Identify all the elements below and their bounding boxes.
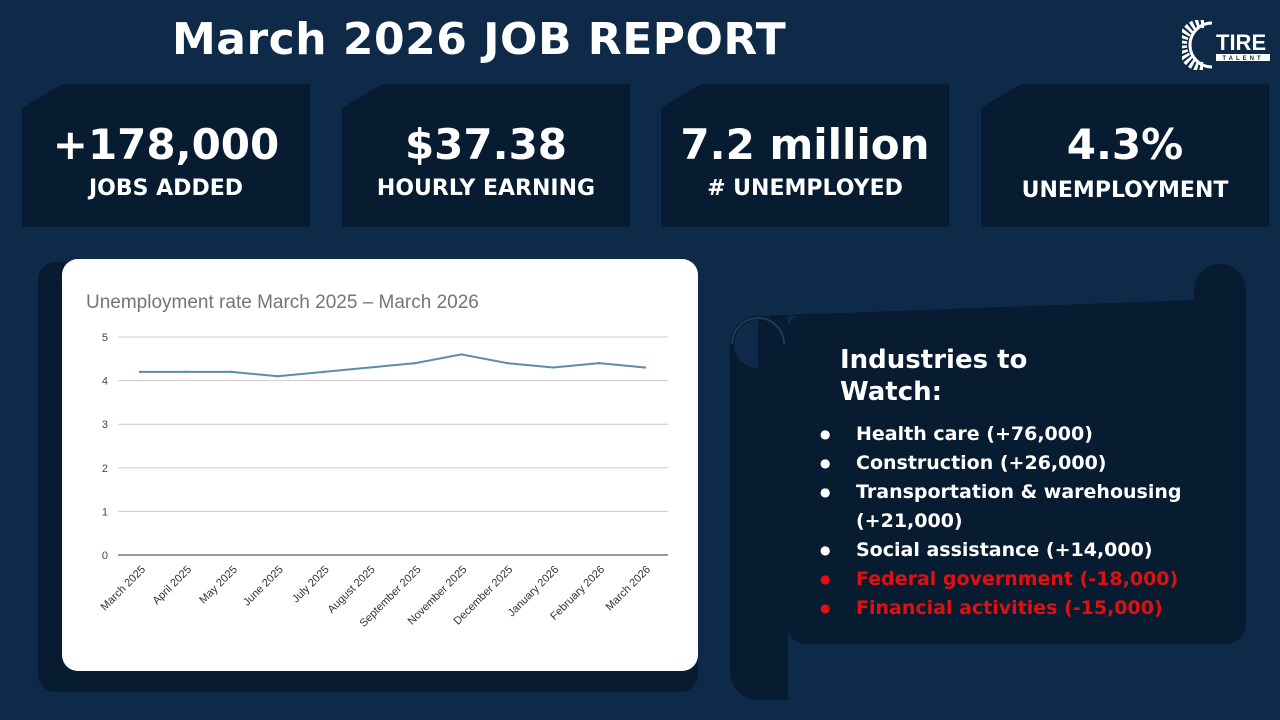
industry-item-negative: Federal government (-18,000) [816,565,1216,594]
y-tick-label: 5 [102,332,108,344]
industry-item: Health care (+76,000) [816,420,1216,449]
data-point [138,370,142,374]
data-point [506,361,509,365]
x-tick-label: March 2025 [99,564,149,614]
data-point [276,375,279,378]
y-tick-label: 3 [102,419,108,431]
stat-label: UNEMPLOYMENT [1021,178,1229,203]
industries-list: Health care (+76,000) Construction (+26,… [816,420,1216,623]
stat-value: $37.38 [404,120,568,169]
data-point [368,366,371,369]
chart-card [62,259,698,671]
y-tick-label: 2 [102,463,108,475]
stat-card-jobs-added: +178,000 JOBS ADDED [22,84,310,227]
x-tick-label: May 2025 [197,564,240,607]
page-title: March 2026 JOB REPORT [172,14,787,65]
y-tick-label: 4 [102,376,108,388]
data-point [643,366,647,369]
y-tick-label: 0 [102,550,108,562]
industry-item: Social assistance (+14,000) [816,536,1216,565]
stat-label: HOURLY EARNING [376,176,596,201]
industries-title: Industries to Watch: [840,344,1027,408]
stat-value: 7.2 million [680,120,930,169]
data-point [414,361,417,365]
stat-value: 4.3% [1066,120,1184,169]
svg-text:TIRE: TIRE [1216,30,1266,55]
series-line [140,353,646,378]
data-point [230,370,234,374]
stat-label: JOBS ADDED [89,176,243,201]
industry-item: Construction (+26,000) [816,449,1216,478]
stat-card-unemployed: 7.2 million # UNEMPLOYED [661,84,949,227]
industry-item-negative: Financial activities (-15,000) [816,594,1216,623]
x-tick-label: April 2025 [151,564,195,608]
x-tick-label: July 2025 [290,564,332,606]
data-point [322,370,325,374]
x-tick-label: June 2025 [241,564,286,609]
industries-title-line: Industries to [840,345,1028,375]
chart-title: Unemployment rate March 2025 – March 202… [86,292,479,313]
stat-card-unemployment-rate: 4.3% UNEMPLOYMENT [981,84,1269,227]
x-tick-label: March 2026 [604,564,654,614]
stat-label: # UNEMPLOYED [707,176,903,201]
industries-title-line: Watch: [840,377,943,407]
svg-text:TALENT: TALENT [1222,56,1263,62]
y-tick-label: 1 [102,506,108,518]
industry-item: Transportation & warehousing (+21,000) [816,478,1216,536]
tire-talent-logo: TIRE TALENT [1182,20,1270,70]
stat-value: +178,000 [52,120,280,169]
data-point [460,353,463,356]
stat-card-hourly-earning: $37.38 HOURLY EARNING [342,84,630,227]
data-point [597,361,601,365]
data-point [184,370,188,374]
data-point [551,366,555,369]
